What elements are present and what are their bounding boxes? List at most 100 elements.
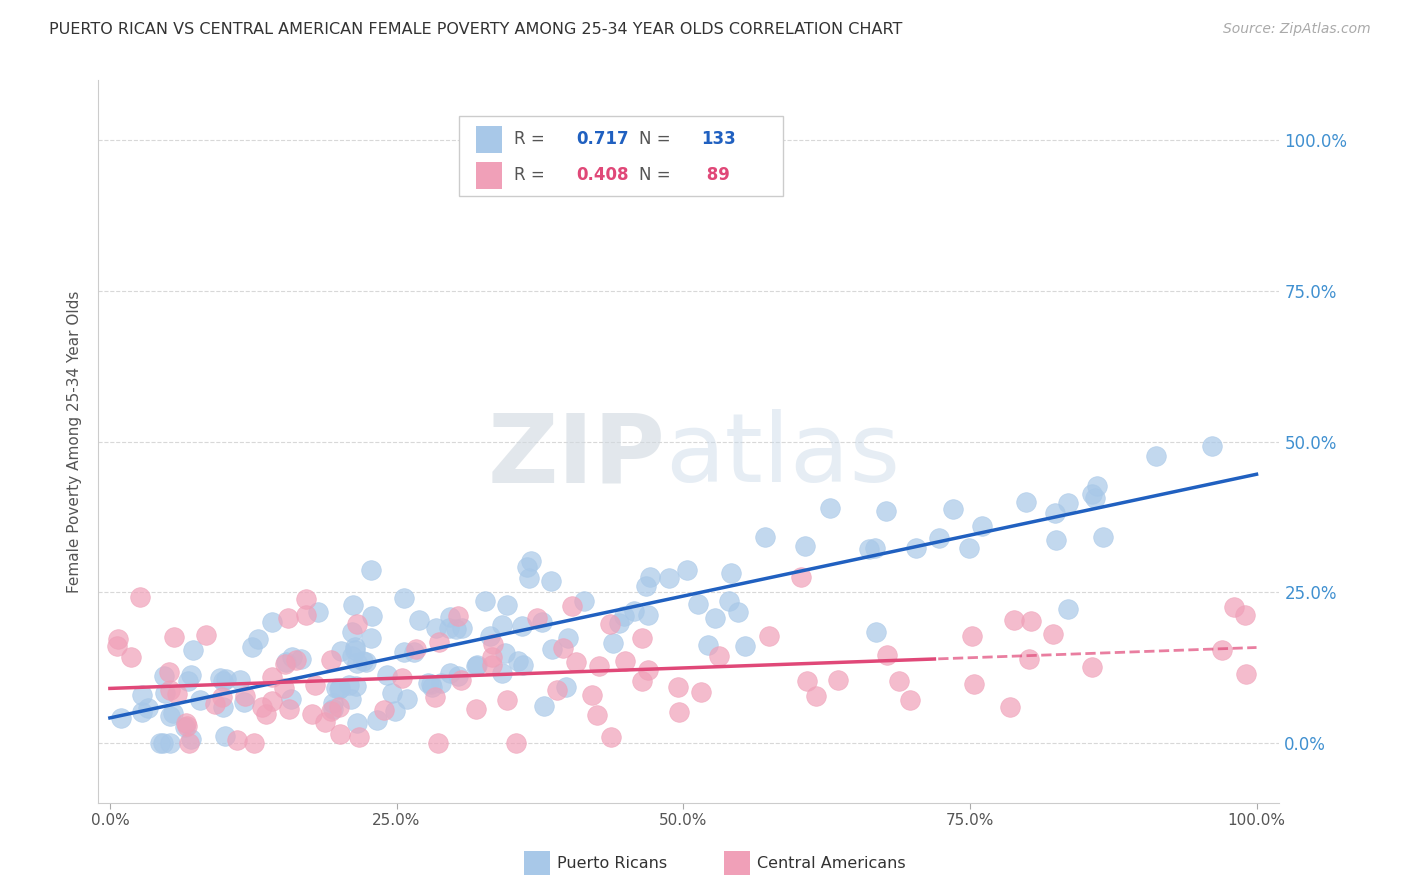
Point [588, 659, 610, 673]
Point [177, 673, 200, 688]
Point [418, 675, 440, 690]
Point [865, 625, 887, 640]
Point [273, 681, 295, 695]
Point [675, 563, 697, 577]
Text: Central Americans: Central Americans [758, 856, 905, 871]
Y-axis label: Female Poverty Among 25-34 Year Olds: Female Poverty Among 25-34 Year Olds [67, 291, 83, 592]
Text: Source: ZipAtlas.com: Source: ZipAtlas.com [1223, 22, 1371, 37]
Point [166, 687, 188, 701]
Point [609, 616, 631, 631]
Point [703, 611, 725, 625]
Point [623, 604, 645, 618]
Point [346, 656, 368, 670]
Point [360, 563, 382, 577]
Point [328, 700, 350, 714]
Point [734, 639, 756, 653]
Point [408, 613, 430, 627]
Point [194, 628, 217, 642]
Point [159, 735, 181, 749]
Point [1211, 643, 1233, 657]
Point [447, 609, 470, 624]
Point [177, 735, 200, 749]
Point [180, 668, 202, 682]
Point [290, 652, 312, 666]
Point [392, 591, 415, 605]
Point [319, 705, 342, 719]
Point [540, 574, 562, 588]
Point [404, 645, 426, 659]
Point [450, 673, 472, 687]
Point [1144, 449, 1167, 463]
Point [957, 541, 980, 555]
Point [343, 643, 366, 657]
Point [260, 694, 283, 708]
Point [260, 615, 283, 629]
Point [340, 625, 363, 640]
Point [794, 539, 817, 553]
Point [159, 683, 181, 698]
Point [425, 690, 447, 704]
Point [887, 674, 910, 689]
Point [152, 735, 174, 749]
Point [319, 653, 342, 667]
Point [1234, 667, 1257, 681]
Point [1019, 615, 1042, 629]
Point [425, 621, 447, 635]
Point [439, 621, 461, 635]
Point [614, 654, 637, 668]
Text: N =: N = [640, 166, 676, 184]
Point [754, 530, 776, 544]
Point [105, 639, 128, 653]
Point [342, 598, 364, 612]
Point [758, 629, 780, 643]
Point [107, 632, 129, 646]
Point [804, 689, 827, 703]
Point [516, 559, 538, 574]
Point [339, 691, 361, 706]
Text: N =: N = [640, 130, 676, 148]
Point [278, 702, 301, 716]
Point [709, 648, 731, 663]
Point [451, 621, 474, 635]
Point [827, 673, 849, 687]
Point [531, 615, 554, 630]
Point [481, 650, 503, 665]
Point [243, 735, 266, 749]
Point [337, 678, 360, 692]
Point [1091, 530, 1114, 544]
Point [533, 698, 555, 713]
Point [581, 688, 603, 702]
Point [381, 686, 404, 700]
Point [354, 655, 377, 669]
Point [963, 676, 986, 690]
Point [557, 632, 579, 646]
Point [898, 693, 921, 707]
Point [148, 735, 170, 749]
Point [304, 678, 326, 692]
Point [1045, 533, 1067, 548]
Point [183, 643, 205, 657]
Point [129, 590, 152, 604]
Point [727, 605, 749, 619]
Point [875, 504, 897, 518]
FancyBboxPatch shape [724, 851, 751, 875]
Point [329, 727, 352, 741]
Point [491, 618, 513, 632]
Point [174, 720, 197, 734]
Point [211, 690, 233, 705]
Point [225, 732, 247, 747]
Point [796, 673, 818, 688]
Point [163, 630, 186, 644]
Point [162, 706, 184, 721]
Point [375, 668, 398, 682]
Point [430, 676, 453, 690]
Point [717, 594, 740, 608]
Point [668, 706, 690, 720]
Point [1043, 506, 1066, 520]
Point [479, 630, 502, 644]
Point [295, 607, 318, 622]
Point [526, 611, 548, 625]
Point [180, 732, 202, 747]
Point [640, 569, 662, 583]
Point [572, 594, 595, 608]
